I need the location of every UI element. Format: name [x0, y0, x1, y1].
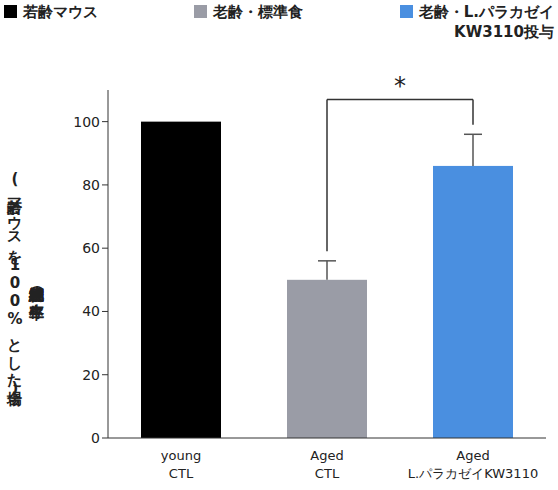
html-text:(若齢マウスを100%とした場合): (若齢マウスを100%とした場合): [6, 169, 24, 397]
html-text:網膜神経細胞の生存率: 網膜神経細胞の生存率: [28, 274, 46, 292]
svg-text:AgedL.パラカゼイKW3110: AgedL.パラカゼイKW3110: [408, 448, 538, 481]
svg-text:60: 60: [82, 240, 100, 256]
svg-text:AgedCTL: AgedCTL: [310, 448, 343, 481]
html-text:若齢マウス: 若齢マウス: [23, 3, 98, 21]
svg-text:0: 0: [91, 430, 100, 446]
svg-text:20: 20: [82, 367, 100, 383]
svg-text:40: 40: [82, 303, 100, 319]
html-text:老齢・標準食: 老齢・標準食: [213, 3, 304, 21]
svg-text:youngCTL: youngCTL: [161, 448, 201, 481]
svg-text:100: 100: [73, 114, 100, 130]
html-text:老齢・L.パラカゼイ KW3110投与: 老齢・L.パラカゼイ KW3110投与: [418, 3, 554, 41]
svg-text:80: 80: [82, 177, 100, 193]
svg-text:*: *: [394, 72, 406, 100]
